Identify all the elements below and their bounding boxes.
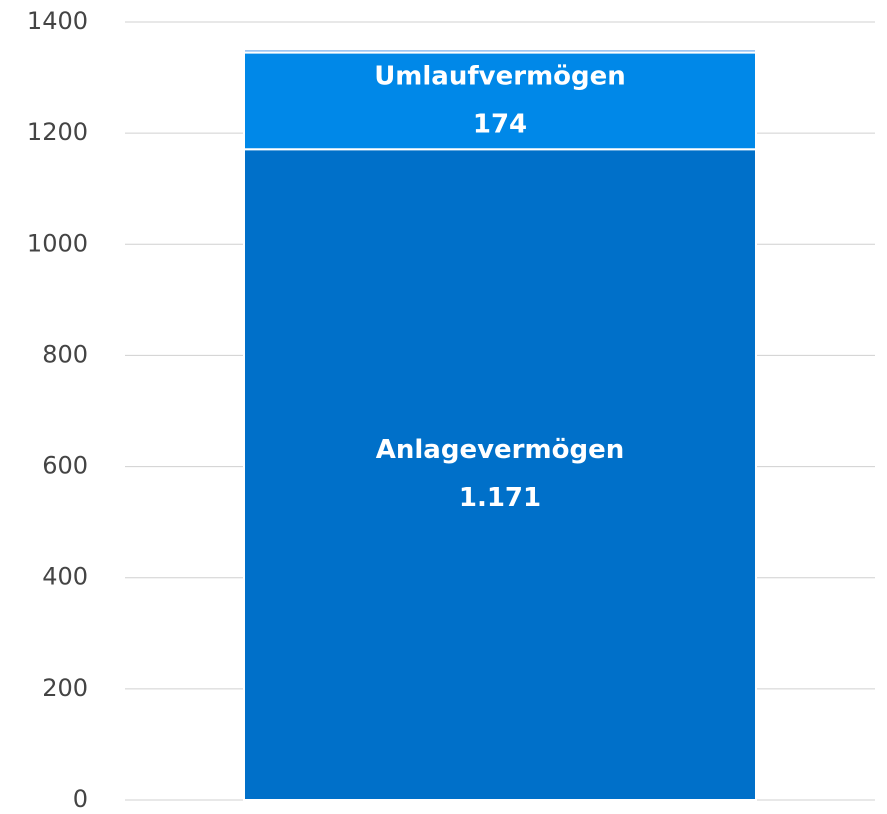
y-tick-label: 400 <box>42 563 88 591</box>
y-tick-label: 1400 <box>27 7 88 35</box>
segment-name: Umlaufvermögen <box>374 61 626 91</box>
segment-value: 174 <box>473 109 527 139</box>
bar-segment <box>243 51 757 151</box>
y-tick-label: 1200 <box>27 118 88 146</box>
y-tick-label: 600 <box>42 452 88 480</box>
y-tick-label: 200 <box>42 674 88 702</box>
segment-value: 1.171 <box>459 483 541 513</box>
segment-name: Anlagevermögen <box>376 435 624 465</box>
bar-segment <box>243 148 757 802</box>
y-tick-label: 800 <box>42 340 88 368</box>
bar-segment <box>243 48 757 54</box>
y-tick-label: 0 <box>73 785 88 813</box>
y-tick-label: 1000 <box>27 229 88 257</box>
